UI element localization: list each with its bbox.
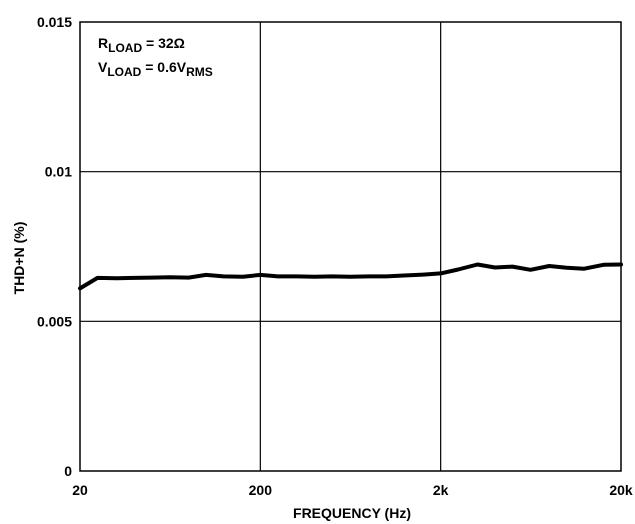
data-point <box>421 273 425 277</box>
data-point <box>150 276 154 280</box>
annotation-vload: VLOAD = 0.6VRMS <box>98 59 213 79</box>
data-point <box>168 275 172 279</box>
data-point <box>456 268 460 271</box>
data-point <box>439 271 443 275</box>
data-point <box>187 276 191 280</box>
series-layer <box>78 262 623 291</box>
y-tick-label: 0.015 <box>37 14 72 30</box>
data-point <box>348 275 352 279</box>
data-point <box>241 275 245 279</box>
data-point <box>529 268 532 272</box>
data-point <box>367 274 371 278</box>
data-point <box>115 276 119 280</box>
data-point <box>330 274 334 278</box>
x-axis-label: FREQUENCY (Hz) <box>293 505 411 521</box>
data-point <box>132 276 136 280</box>
data-point <box>510 265 514 269</box>
tick-labels: 20 200 2k 20k 0 0.005 0.01 0.015 <box>37 14 633 498</box>
x-tick-label: 2k <box>433 482 449 498</box>
data-point <box>493 266 497 269</box>
data-point <box>222 274 225 278</box>
data-point <box>402 274 406 277</box>
grid-lines <box>80 22 621 471</box>
plot-frame <box>79 21 622 472</box>
data-point <box>602 263 605 267</box>
data-point <box>78 286 82 290</box>
data-point <box>295 274 299 278</box>
y-tick-label: 0.005 <box>37 313 72 329</box>
x-tick-label: 20k <box>609 482 633 498</box>
y-tick-label: 0 <box>64 463 72 479</box>
x-tick-label: 20 <box>72 482 88 498</box>
y-axis-label: THD+N (%) <box>11 222 27 295</box>
data-point <box>313 275 317 279</box>
data-point <box>204 273 208 277</box>
data-point <box>276 274 280 278</box>
data-point <box>582 267 586 271</box>
data-point <box>96 276 99 280</box>
data-point <box>619 263 623 266</box>
data-point <box>384 274 388 278</box>
data-point <box>565 266 569 270</box>
data-point <box>258 273 262 277</box>
data-point <box>547 264 551 268</box>
y-tick-label: 0.01 <box>45 164 72 180</box>
data-point <box>476 263 479 266</box>
x-tick-label: 200 <box>249 482 273 498</box>
annotation-rload: RLOAD = 32Ω <box>98 35 185 55</box>
